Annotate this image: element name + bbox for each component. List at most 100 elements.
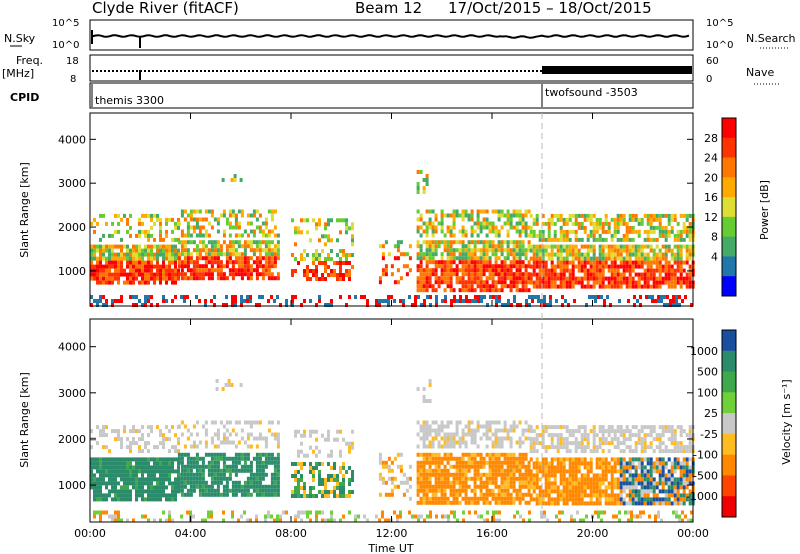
echo-cell: [470, 452, 474, 457]
echo-cell: [574, 244, 578, 249]
echo-cell: [120, 469, 123, 474]
echo-cell: [586, 445, 590, 450]
echo-cell: [655, 497, 659, 502]
echo-cell: [105, 510, 108, 515]
echo-cell: [270, 476, 274, 481]
echo-cell: [562, 280, 566, 285]
echo-cell: [467, 284, 471, 289]
echo-cell: [625, 268, 629, 273]
echo-cell: [422, 484, 426, 489]
echo-cell: [652, 485, 656, 490]
power-cells: [90, 170, 695, 307]
echo-cell: [333, 269, 336, 273]
echo-cell: [402, 492, 406, 497]
echo-cell: [479, 436, 483, 441]
echo-cell: [652, 229, 656, 234]
echo-cell: [452, 240, 456, 245]
echo-cell: [535, 441, 539, 446]
echo-cell: [649, 477, 653, 482]
echo-cell: [518, 209, 522, 214]
echo-cell: [583, 268, 587, 273]
echo-cell: [186, 295, 189, 299]
echo-cell: [562, 264, 566, 269]
echo-cell: [586, 256, 590, 261]
echo-cell: [559, 280, 563, 285]
echo-cell: [180, 240, 184, 245]
echo-cell: [464, 468, 468, 473]
echo-cell: [339, 265, 342, 269]
echo-cell: [549, 295, 552, 299]
echo-cell: [222, 440, 226, 445]
echo-cell: [544, 276, 548, 281]
echo-cell: [628, 264, 632, 269]
echo-cell: [156, 256, 159, 261]
echo-cell: [273, 456, 277, 461]
echo-cell: [437, 424, 441, 429]
echo-cell: [515, 264, 519, 269]
echo-cell: [467, 260, 471, 265]
echo-cell: [396, 452, 400, 457]
echo-cell: [669, 299, 672, 303]
echo-cell: [476, 264, 480, 269]
echo-cell: [595, 221, 599, 226]
echo-cell: [102, 445, 105, 450]
echo-cell: [234, 217, 238, 222]
echo-cell: [440, 472, 444, 477]
echo-cell: [658, 457, 662, 462]
echo-cell: [141, 481, 144, 486]
echo-cell: [637, 244, 641, 249]
echo-cell: [500, 264, 504, 269]
echo-cell: [661, 485, 665, 490]
echo-cell: [416, 229, 420, 234]
echo-cell: [601, 449, 605, 454]
echo-cell: [482, 432, 486, 437]
echo-cell: [446, 244, 450, 249]
echo-cell: [676, 497, 680, 502]
station-title: Clyde River (fitACF): [92, 0, 239, 17]
freq-tick-bottom: 8: [70, 74, 76, 85]
echo-cell: [488, 436, 492, 441]
echo-cell: [237, 244, 241, 249]
echo-cell: [114, 264, 117, 269]
echo-cell: [607, 229, 611, 234]
echo-cell: [446, 500, 450, 505]
echo-cell: [646, 485, 650, 490]
echo-cell: [661, 213, 665, 218]
echo-cell: [471, 299, 474, 303]
echo-cell: [437, 244, 441, 249]
echo-cell: [586, 284, 590, 289]
echo-cell: [204, 252, 208, 257]
echo-cell: [153, 213, 156, 218]
echo-cell: [425, 256, 429, 261]
echo-cell: [222, 240, 226, 245]
echo-cell: [195, 272, 199, 277]
echo-cell: [592, 429, 596, 434]
echo-cell: [204, 420, 208, 425]
echo-cell: [186, 260, 190, 265]
echo-cell: [544, 264, 548, 269]
echo-cell: [673, 429, 677, 434]
echo-cell: [345, 470, 348, 474]
echo-cell: [222, 484, 226, 489]
echo-cell: [485, 260, 489, 265]
echo-cell: [330, 514, 333, 519]
echo-cell: [213, 244, 217, 249]
echo-cell: [416, 488, 420, 493]
echo-cell: [300, 257, 303, 261]
echo-cell: [527, 436, 531, 441]
echo-cell: [243, 456, 247, 461]
echo-cell: [336, 253, 339, 257]
echo-cell: [661, 465, 665, 470]
echo-cell: [506, 484, 510, 489]
echo-cell: [171, 237, 174, 242]
echo-cell: [637, 493, 641, 498]
echo-cell: [461, 452, 465, 457]
echo-cell: [601, 256, 605, 261]
echo-cell: [171, 248, 174, 253]
echo-cell: [102, 465, 105, 470]
echo-cell: [547, 489, 551, 494]
echo-cell: [267, 428, 271, 433]
echo-cell: [336, 437, 339, 442]
echo-cell: [162, 237, 165, 242]
echo-cell: [431, 256, 435, 261]
